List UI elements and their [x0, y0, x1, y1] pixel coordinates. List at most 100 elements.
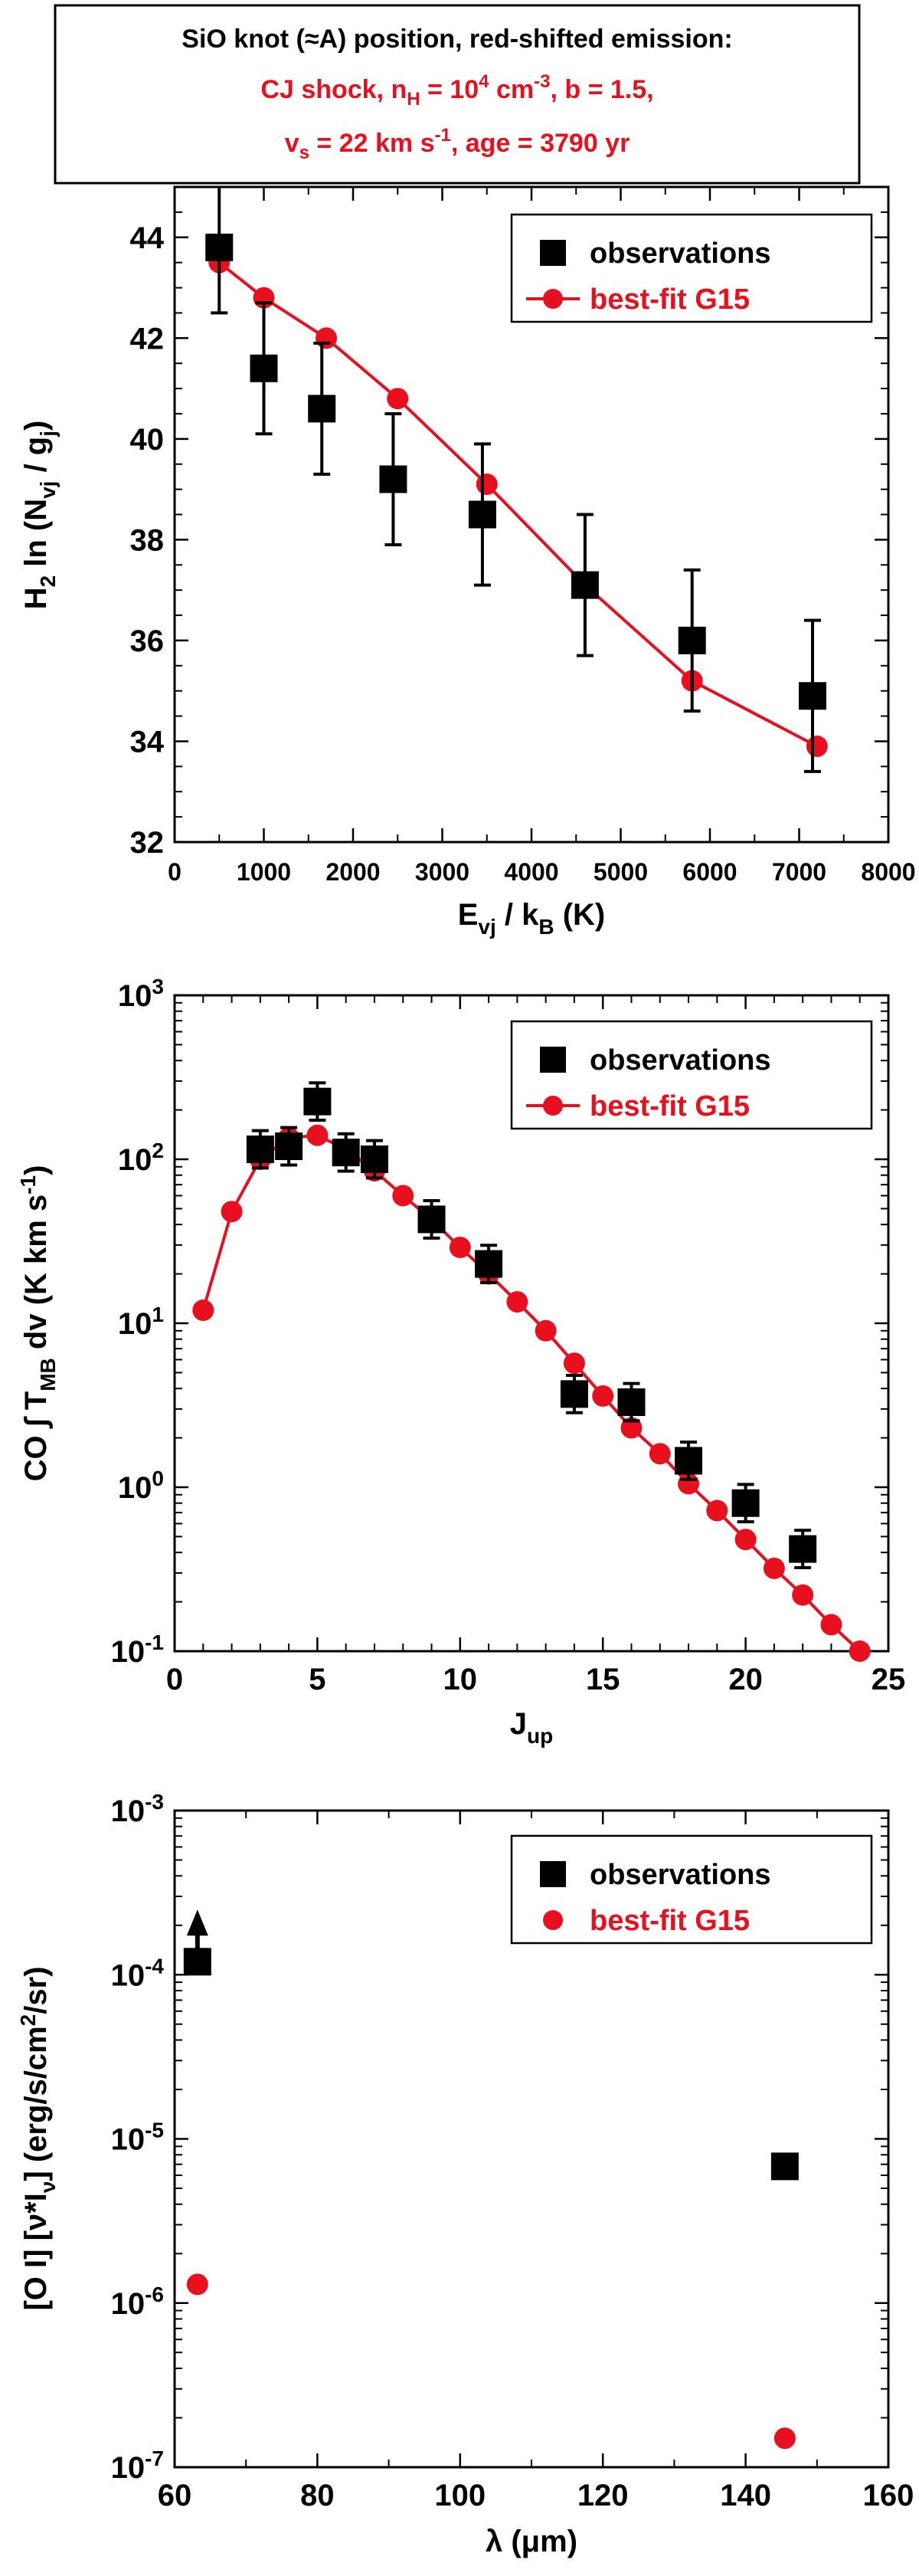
x-tick-label: 15	[586, 1663, 620, 1696]
model-point	[820, 1614, 842, 1636]
x-tick-label: 8000	[861, 858, 915, 886]
model-point	[476, 474, 498, 496]
model-point	[316, 327, 338, 349]
model-line	[201, 1133, 862, 1653]
model-point	[849, 1640, 871, 1662]
legend-observations-label: observations	[590, 1044, 771, 1077]
observation-point	[770, 2152, 799, 2181]
model-point	[620, 1417, 643, 1439]
x-tick-labels: 60 80 100 120 140 160	[158, 2479, 914, 2512]
y-tick-label: 10-1	[111, 1630, 164, 1669]
y-tick-labels: 10-7 10-6 10-5 10-4 10-3	[111, 1790, 165, 2485]
axis-ticks	[173, 994, 890, 1653]
y-tick-label: 40	[130, 423, 165, 457]
y-tick-label: 34	[130, 725, 165, 759]
y-tick-label: 103	[118, 975, 164, 1013]
legend-observations-marker	[540, 1861, 566, 1887]
y-tick-label: 36	[130, 624, 165, 658]
axis-ticks	[173, 187, 890, 844]
model-point	[192, 1299, 214, 1322]
model-point	[773, 2427, 796, 2450]
legend: observations best-fit G15	[510, 1020, 873, 1130]
legend-observations-marker	[540, 1047, 566, 1073]
x-tick-label: 0	[168, 858, 182, 886]
model-point	[506, 1291, 528, 1313]
observation-point	[246, 1136, 274, 1164]
observation-series	[246, 1081, 817, 1570]
model-line	[218, 261, 818, 748]
observation-series	[205, 187, 826, 773]
legend-observations-label: observations	[590, 238, 771, 270]
y-tick-label: 10-6	[111, 2283, 164, 2321]
model-point	[221, 1201, 243, 1223]
x-tick-label: 20	[728, 1663, 763, 1696]
model-point	[535, 1319, 557, 1342]
y-tick-label: 44	[130, 221, 165, 255]
x-tick-label: 1000	[237, 858, 291, 886]
observation-point	[731, 1489, 760, 1517]
legend-model-label: best-fit G15	[590, 1090, 750, 1122]
header-line-1: SiO knot (≈A) position, red-shifted emis…	[182, 25, 732, 54]
observation-point	[475, 1250, 503, 1278]
panel-co-ladder: 0 5 10 15 20 25 10-1 100 101 102 103 observations…	[16, 975, 905, 1748]
model-point	[706, 1499, 728, 1522]
axis-ticks	[173, 1809, 890, 2469]
observation-point	[571, 571, 599, 599]
y-tick-label: 101	[118, 1303, 164, 1341]
observation-point	[617, 1388, 646, 1417]
x-tick-label: 0	[166, 1663, 183, 1696]
model-point	[186, 2273, 208, 2296]
observation-point	[417, 1205, 446, 1234]
model-point	[387, 388, 409, 410]
header-line-2: CJ shock, nH = 104 cm-3, b = 1.5,	[260, 71, 653, 110]
model-point	[449, 1237, 471, 1259]
legend-model-marker	[543, 1910, 563, 1930]
x-tick-label: 5	[309, 1663, 325, 1696]
model-point	[792, 1584, 814, 1606]
x-tick-label: 5000	[594, 858, 648, 886]
observation-point	[205, 233, 234, 261]
x-tick-label: 3000	[415, 858, 469, 886]
model-series	[186, 2273, 796, 2450]
panel-oi-lines: 60 80 100 120 140 160 10-7 10-6 10-5 10-4 10-3 ob…	[16, 1790, 914, 2558]
x-axis-label: Jup	[510, 1707, 553, 1748]
model-point	[563, 1352, 585, 1375]
model-point	[649, 1443, 671, 1465]
x-axis-label: Evj / kB (K)	[458, 898, 606, 939]
y-tick-label: 42	[130, 322, 165, 356]
observation-point	[275, 1132, 303, 1161]
x-tick-label: 4000	[504, 858, 558, 886]
observation-point	[332, 1139, 360, 1167]
legend-model-label: best-fit G15	[590, 1905, 750, 1937]
y-tick-label: 100	[118, 1467, 164, 1505]
legend: observations best-fit G15	[510, 213, 873, 323]
y-axis-label: CO ∫ TMB dv (K km s-1)	[16, 1165, 60, 1482]
y-tick-label: 10-4	[111, 1954, 165, 1992]
model-point	[763, 1557, 785, 1579]
y-axis-label: H2 ln (Nvj / gj)	[19, 421, 60, 610]
x-tick-label: 25	[872, 1663, 906, 1696]
header-box: SiO knot (≈A) position, red-shifted emis…	[54, 4, 861, 185]
y-tick-labels: 32 34 36 38 40 42 44	[130, 221, 165, 860]
observation-point	[789, 1535, 817, 1563]
x-tick-label: 7000	[772, 858, 826, 886]
model-point	[806, 736, 828, 758]
model-point	[734, 1529, 757, 1551]
y-tick-label: 102	[118, 1139, 164, 1177]
x-tick-label: 140	[720, 2479, 771, 2512]
observation-point	[308, 395, 336, 423]
model-point	[306, 1124, 329, 1146]
lower-limit-arrow	[186, 1909, 208, 1936]
observation-point	[250, 354, 278, 382]
observation-point	[303, 1087, 332, 1116]
model-point	[592, 1385, 614, 1407]
observation-point	[379, 465, 407, 493]
model-point	[392, 1185, 414, 1207]
header-line-3: vs = 22 km s-1, age = 3790 yr	[285, 125, 630, 163]
panel-h2-excitation: 0 1000 2000 3000 4000 5000 6000 7000 8000 32 34 36…	[19, 185, 916, 939]
x-tick-label: 100	[434, 2479, 486, 2512]
x-tick-label: 60	[158, 2479, 192, 2512]
x-axis-label: λ (μm)	[486, 2525, 577, 2558]
x-tick-labels: 0 5 10 15 20 25	[166, 1663, 905, 1696]
